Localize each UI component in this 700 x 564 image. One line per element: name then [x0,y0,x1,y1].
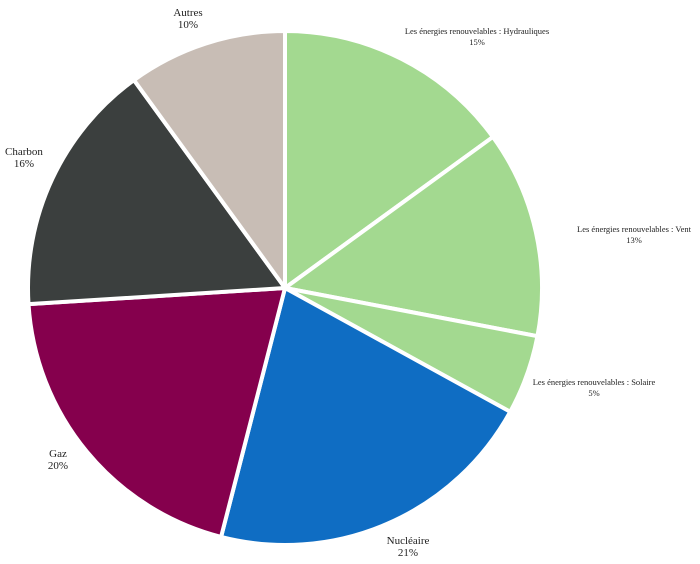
slice-label-group-les-energies-renouvelables-hydrauliques: Les énergies renouvelables : Hydraulique… [405,26,549,47]
slice-percent-label: 10% [178,19,198,31]
slice-percent-label: 15% [469,37,485,47]
pie-slice-autres [131,29,287,290]
slice-label: Les énergies renouvelables : Vent [577,224,692,234]
pie-slice-les-energies-renouvelables-hydrauliques [283,29,495,290]
pie-slice-les-energies-renouvelables-vent [283,134,544,339]
pie-slice-gaz [26,286,287,539]
slice-percent-label: 16% [14,158,34,170]
pie-slice-charbon [26,78,287,307]
slice-percent-label: 13% [626,235,642,245]
slice-label: Les énergies renouvelables : Hydraulique… [405,26,549,36]
slices-layer [26,29,544,548]
slice-percent-label: 20% [48,460,68,472]
slice-label: Nucléaire [387,535,430,547]
slice-label: Les énergies renouvelables : Solaire [533,377,656,387]
slice-label: Charbon [5,146,43,158]
labels-layer: Les énergies renouvelables : Hydraulique… [5,7,692,559]
slice-percent-label: 21% [398,547,418,559]
slice-label: Gaz [49,448,67,460]
slice-percent-label: 5% [588,388,599,398]
pie-slice-nucleaire [219,286,513,548]
slice-label: Autres [173,7,202,19]
